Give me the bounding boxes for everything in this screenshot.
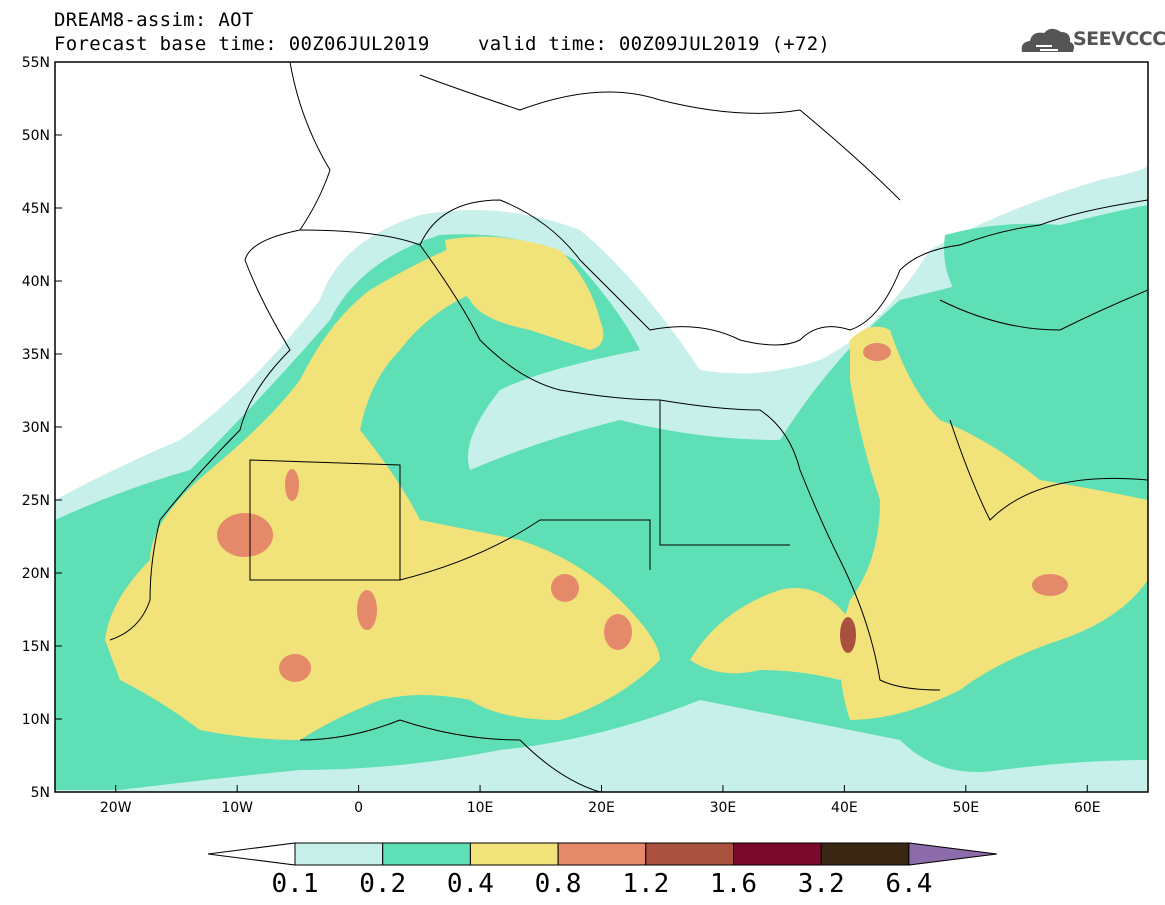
lat-tick-label: 35N [22, 347, 50, 363]
colorbar-level-label: 0.2 [359, 869, 407, 899]
aot-level-0.8-hotspot [357, 590, 377, 630]
colorbar [207, 842, 997, 866]
colorbar-segment [645, 842, 734, 866]
colorbar-segment [469, 842, 559, 866]
coastlines [109, 62, 1148, 792]
lon-tick-label: 40E [831, 800, 858, 816]
colorbar-level-label: 0.4 [446, 869, 494, 899]
aot-level-0.8-hotspot [551, 574, 579, 602]
colorbar-segment [382, 842, 471, 866]
map-title: DREAM8-assim: AOT [54, 9, 254, 31]
aot-level-0.4-sudan [690, 588, 854, 680]
lat-tick-label: 30N [22, 420, 50, 436]
valid-time: valid time: 00Z09JUL2019 (+72) [478, 33, 831, 55]
aot-level-0.4-med [445, 236, 604, 350]
lon-tick-label: 20W [100, 800, 132, 816]
aot-level-0.8-hotspot [604, 614, 632, 650]
lon-tick-label: 60E [1074, 800, 1101, 816]
aot-level-0.8-hotspot [285, 469, 299, 501]
lon-tick-label: 20E [588, 800, 615, 816]
colorbar-level-label: 1.6 [710, 869, 757, 899]
aot-level-1.2-hotspot [840, 617, 856, 653]
lat-tick-label: 25N [22, 493, 50, 509]
latitude-ticks: 5N 10N 15N 20N 25N 30N 35N 40N 45N 50N 55N [22, 55, 62, 801]
colorbar-segment [820, 842, 910, 866]
lon-tick-label: 10E [467, 800, 494, 816]
aot-level-0.4-arabia [840, 326, 1148, 720]
aot-level-0.8-hotspot [217, 513, 273, 557]
colorbar-level-label: 0.8 [534, 869, 582, 899]
lat-tick-label: 15N [22, 639, 50, 655]
lon-tick-label: 0 [354, 800, 363, 816]
lon-tick-label: 30E [710, 800, 737, 816]
lat-tick-label: 5N [31, 785, 50, 801]
lon-tick-label: 50E [952, 800, 979, 816]
lat-tick-label: 10N [22, 712, 50, 728]
lat-tick-label: 55N [22, 55, 50, 71]
lat-tick-label: 45N [22, 201, 50, 217]
colorbar-segment [733, 842, 822, 866]
colorbar-level-label: 1.2 [622, 869, 670, 899]
forecast-base-time: Forecast base time: 00Z06JUL2019 [54, 33, 430, 55]
lat-tick-label: 40N [22, 274, 50, 290]
aot-shading [55, 165, 1148, 792]
aot-level-0.8-hotspot [279, 654, 311, 682]
colorbar-level-label: 3.2 [797, 869, 845, 899]
colorbar-under-triangle [207, 842, 296, 866]
lat-tick-label: 20N [22, 566, 50, 582]
colorbar-over-triangle [908, 842, 997, 866]
aot-level-0.2-caspian [944, 205, 1148, 330]
longitude-ticks: 20W 10W 0 10E 20E 30E 40E 50E 60E [100, 785, 1101, 816]
logo-text: SEEVCCC [1073, 28, 1165, 50]
aot-level-0.4-sahara [105, 240, 660, 740]
lon-tick-label: 10W [221, 800, 253, 816]
colorbar-level-label: 6.4 [885, 869, 933, 899]
aot-level-0.8-hotspot [863, 343, 891, 361]
colorbar-segment [557, 842, 647, 866]
cloud-icon [1021, 28, 1074, 52]
colorbar-segment [294, 842, 384, 866]
aot-level-0.8-hotspot [1032, 574, 1068, 596]
colorbar-level-label: 0.1 [271, 869, 319, 899]
lat-tick-label: 50N [22, 128, 50, 144]
